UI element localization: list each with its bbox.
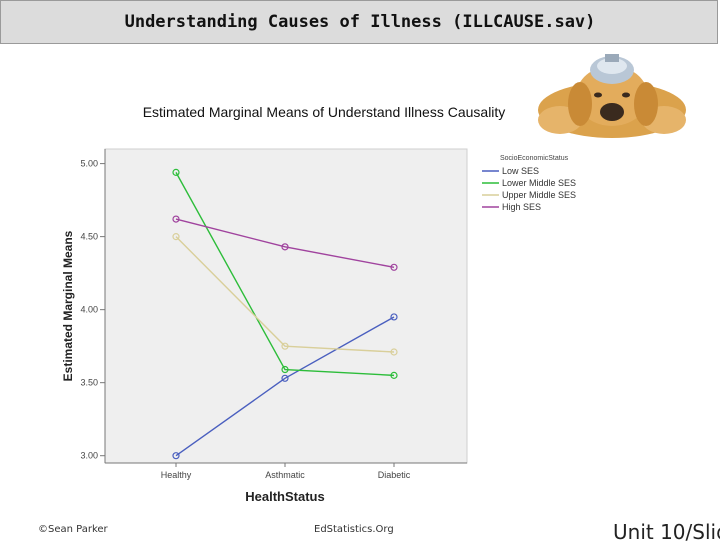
- slide-title: Understanding Causes of Illness (ILLCAUS…: [124, 12, 596, 32]
- slide-title-bar: Understanding Causes of Illness (ILLCAUS…: [0, 0, 718, 44]
- data-point: [281, 365, 289, 374]
- plot-area: [104, 148, 468, 464]
- data-point: [281, 374, 289, 382]
- data-point: [172, 233, 180, 241]
- data-point: [390, 348, 398, 356]
- x-tick-label: Healthy: [161, 470, 192, 480]
- x-tick-label: Asthmatic: [265, 470, 305, 480]
- data-point: [172, 452, 180, 460]
- dog-with-ice-pack-icon: [538, 54, 686, 138]
- legend-label: Lower Middle SES: [502, 178, 576, 188]
- data-point: [172, 215, 180, 223]
- footer-slide-number: Unit 10/Slide: [613, 520, 720, 544]
- data-point: [390, 313, 398, 321]
- data-point: [390, 371, 398, 379]
- legend-label: Upper Middle SES: [502, 190, 576, 200]
- series-line: [175, 316, 395, 457]
- legend-title: SocioEconomicStatus: [500, 155, 569, 162]
- series-line: [175, 236, 395, 353]
- y-axis-title: Estimated Marginal Means: [61, 230, 75, 381]
- series-line: [175, 172, 395, 377]
- y-tick-label: 3.50: [80, 378, 98, 388]
- data-point: [281, 243, 289, 251]
- legend-label: Low SES: [502, 166, 539, 176]
- data-point: [172, 168, 180, 176]
- data-point: [390, 263, 398, 271]
- chart-title: Estimated Marginal Means of Understand I…: [143, 104, 506, 120]
- data-point: [281, 342, 289, 350]
- x-tick-label: Diabetic: [378, 470, 411, 480]
- x-axis-title: HealthStatus: [245, 489, 324, 504]
- legend-label: High SES: [502, 202, 541, 212]
- footer-copyright: ©Sean Parker: [38, 524, 108, 535]
- series-line: [175, 218, 395, 268]
- y-tick-label: 5.00: [80, 159, 98, 169]
- y-tick-label: 4.00: [80, 305, 98, 315]
- footer-website: EdStatistics.Org: [314, 524, 394, 535]
- y-tick-label: 4.50: [80, 232, 98, 242]
- y-tick-label: 3.00: [80, 451, 98, 461]
